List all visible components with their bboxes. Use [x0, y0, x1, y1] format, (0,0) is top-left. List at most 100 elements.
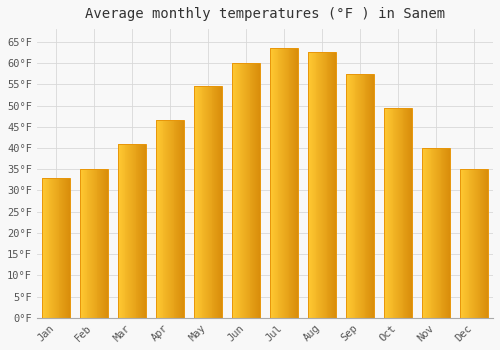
Bar — [83, 169, 84, 318]
Bar — [354, 74, 356, 318]
Bar — [272, 48, 273, 318]
Bar — [291, 48, 292, 318]
Bar — [484, 169, 485, 318]
Bar — [439, 148, 440, 318]
Bar — [129, 144, 130, 318]
Bar — [445, 148, 446, 318]
Bar — [106, 169, 108, 318]
Bar — [142, 144, 143, 318]
Bar — [243, 63, 244, 318]
Bar — [424, 148, 425, 318]
Bar — [346, 74, 374, 318]
Bar — [179, 120, 180, 318]
Bar — [199, 86, 200, 318]
Bar — [482, 169, 483, 318]
Bar — [398, 108, 399, 318]
Bar — [64, 178, 65, 318]
Bar — [442, 148, 444, 318]
Bar — [483, 169, 484, 318]
Bar — [326, 52, 328, 318]
Bar — [426, 148, 427, 318]
Bar — [98, 169, 100, 318]
Bar — [126, 144, 128, 318]
Bar — [162, 120, 164, 318]
Bar — [346, 74, 347, 318]
Bar — [101, 169, 102, 318]
Bar — [357, 74, 358, 318]
Bar — [252, 63, 253, 318]
Bar — [406, 108, 407, 318]
Bar — [124, 144, 126, 318]
Bar — [194, 86, 195, 318]
Bar — [388, 108, 389, 318]
Bar — [390, 108, 392, 318]
Bar — [119, 144, 120, 318]
Bar — [478, 169, 480, 318]
Bar — [373, 74, 374, 318]
Bar — [360, 74, 361, 318]
Bar — [81, 169, 82, 318]
Bar — [322, 52, 323, 318]
Bar — [156, 120, 157, 318]
Bar — [177, 120, 178, 318]
Bar — [423, 148, 424, 318]
Bar — [464, 169, 465, 318]
Bar — [447, 148, 448, 318]
Bar — [238, 63, 240, 318]
Bar — [332, 52, 333, 318]
Bar — [118, 144, 146, 318]
Bar — [220, 86, 222, 318]
Bar — [397, 108, 398, 318]
Bar — [356, 74, 357, 318]
Bar — [310, 52, 311, 318]
Bar — [444, 148, 445, 318]
Bar — [134, 144, 136, 318]
Bar — [48, 178, 50, 318]
Bar — [167, 120, 168, 318]
Bar — [168, 120, 169, 318]
Bar — [361, 74, 362, 318]
Bar — [364, 74, 366, 318]
Bar — [144, 144, 146, 318]
Bar — [449, 148, 450, 318]
Bar — [256, 63, 257, 318]
Bar — [172, 120, 174, 318]
Bar — [246, 63, 247, 318]
Bar — [312, 52, 313, 318]
Bar — [470, 169, 472, 318]
Bar — [281, 48, 282, 318]
Bar — [385, 108, 386, 318]
Bar — [207, 86, 208, 318]
Bar — [318, 52, 319, 318]
Bar — [104, 169, 105, 318]
Bar — [90, 169, 91, 318]
Bar — [178, 120, 179, 318]
Bar — [284, 48, 285, 318]
Bar — [396, 108, 397, 318]
Bar — [200, 86, 202, 318]
Bar — [294, 48, 295, 318]
Bar — [118, 144, 119, 318]
Bar — [370, 74, 371, 318]
Bar — [321, 52, 322, 318]
Bar — [368, 74, 369, 318]
Bar — [195, 86, 196, 318]
Bar — [389, 108, 390, 318]
Bar — [176, 120, 177, 318]
Bar — [53, 178, 54, 318]
Bar — [93, 169, 94, 318]
Bar — [232, 63, 233, 318]
Bar — [408, 108, 409, 318]
Bar — [138, 144, 139, 318]
Bar — [92, 169, 93, 318]
Bar — [133, 144, 134, 318]
Bar — [473, 169, 474, 318]
Bar — [296, 48, 298, 318]
Bar — [253, 63, 254, 318]
Bar — [198, 86, 199, 318]
Bar — [132, 144, 133, 318]
Bar — [427, 148, 428, 318]
Bar — [54, 178, 55, 318]
Bar — [181, 120, 182, 318]
Bar — [86, 169, 88, 318]
